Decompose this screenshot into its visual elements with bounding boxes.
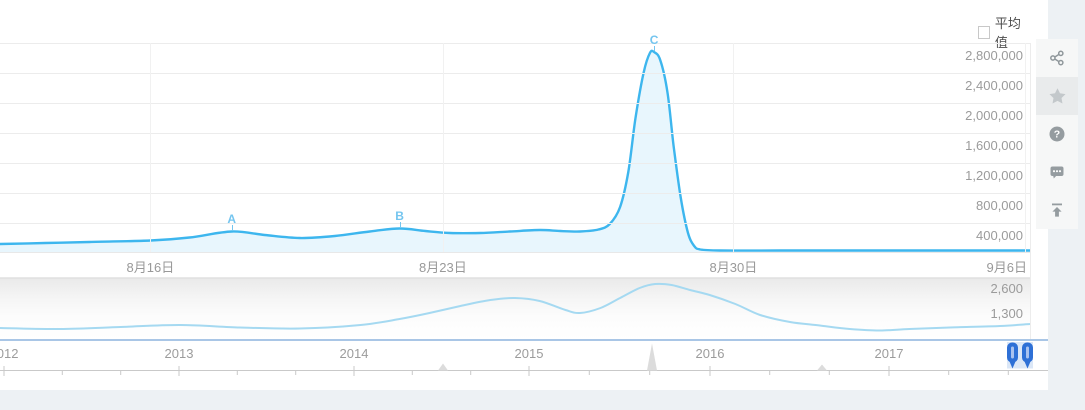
- overview-series-plot: [0, 282, 1030, 332]
- main-series-plot: [0, 49, 1030, 253]
- y-gridline: [0, 163, 1030, 164]
- main-trend-chart[interactable]: 平均值 400,000 800,000 1,200,000 1,600,000 2,00…: [0, 0, 1030, 253]
- timeline-year-label: 2012: [0, 346, 19, 361]
- average-checkbox[interactable]: [978, 25, 990, 39]
- back-to-top-button[interactable]: [1036, 191, 1078, 229]
- y-axis-label: 2,800,000: [963, 48, 1025, 63]
- chart-card: 平均值 400,000 800,000 1,200,000 1,600,000 2,00…: [0, 0, 1048, 390]
- timeline-handle-left[interactable]: [1007, 342, 1018, 369]
- comment-icon: [1050, 166, 1064, 179]
- y-gridline: [0, 133, 1030, 134]
- timeline-density-spike: [817, 364, 827, 371]
- timeline-plot: [0, 339, 1048, 376]
- y-gridline: [0, 193, 1030, 194]
- share-icon: [1050, 50, 1064, 66]
- y-axis-label: 1,600,000: [963, 138, 1025, 153]
- overview-series-line: [0, 282, 1030, 332]
- annotation-c: C: [649, 33, 659, 47]
- timeline-year-label: 2016: [695, 346, 725, 361]
- y-gridline: [0, 73, 1030, 74]
- share-button[interactable]: [1036, 39, 1078, 77]
- back-to-top-icon: [1052, 203, 1062, 217]
- x-gridline: [733, 43, 735, 252]
- timeline-handle-right[interactable]: [1022, 342, 1033, 369]
- y-axis-label: 2,000,000: [963, 108, 1025, 123]
- y-axis-label: 2,400,000: [963, 78, 1025, 93]
- favorite-button[interactable]: [1036, 77, 1078, 115]
- x-gridline: [1024, 43, 1026, 252]
- star-icon: [1048, 87, 1066, 104]
- timeline-year-label: 2014: [339, 346, 369, 361]
- y-gridline: [0, 103, 1030, 104]
- timeline-year-label: 2015: [514, 346, 544, 361]
- annotation-tick: [231, 225, 233, 231]
- y-axis-label: 800,000: [974, 198, 1025, 213]
- x-axis-label: 9月6日: [986, 260, 1027, 275]
- timeline-range-selector[interactable]: 2012 2013 2014 2015 2016 2017: [0, 339, 1048, 390]
- timeline-density-spike: [647, 343, 657, 371]
- timeline-top-border: [0, 339, 1048, 341]
- overview-axis-label: 1,300: [990, 306, 1023, 321]
- x-axis-label: 8月16日: [126, 260, 175, 275]
- help-button[interactable]: ?: [1036, 115, 1078, 153]
- side-toolbar: ?: [1036, 39, 1078, 229]
- timeline-year-label: 2013: [164, 346, 194, 361]
- x-axis-date-strip: 8月16日 8月23日 8月30日 9月6日: [0, 252, 1030, 278]
- average-label: 平均值: [994, 16, 1021, 50]
- timeline-year-label: 2017: [874, 346, 904, 361]
- question-icon: ?: [1049, 126, 1065, 142]
- y-gridline: [0, 43, 1030, 44]
- y-axis-label: 400,000: [974, 228, 1025, 243]
- x-gridline: [150, 43, 152, 252]
- overview-axis-label: 2,600: [990, 281, 1023, 296]
- annotation-tick: [399, 222, 401, 228]
- x-axis-label: 8月30日: [709, 260, 758, 275]
- timeline-density-spike: [438, 363, 448, 371]
- x-gridline: [442, 43, 444, 252]
- annotation-b: B: [395, 209, 404, 224]
- svg-text:?: ?: [1054, 128, 1060, 140]
- y-axis-label: 1,200,000: [963, 168, 1025, 183]
- overview-chart[interactable]: 1,300 2,600: [0, 278, 1030, 340]
- y-gridline: [0, 223, 1030, 224]
- plot-right-border: [1030, 43, 1031, 339]
- x-axis-label: 8月23日: [419, 260, 467, 275]
- main-series-line: [0, 49, 1030, 252]
- annotation-a: A: [227, 212, 237, 227]
- feedback-button[interactable]: [1036, 153, 1078, 191]
- annotation-tick: [654, 46, 656, 51]
- average-toggle[interactable]: 平均值: [978, 13, 1030, 51]
